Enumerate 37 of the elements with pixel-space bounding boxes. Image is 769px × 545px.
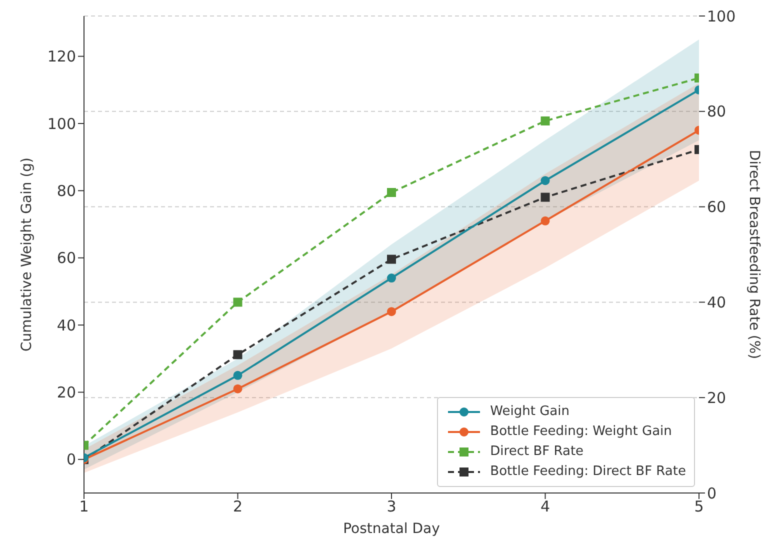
legend-label: Bottle Feeding: Weight Gain (490, 423, 672, 441)
point (387, 274, 396, 283)
x-tick-label: 1 (79, 498, 89, 516)
point (540, 116, 550, 126)
y-tick-label: 100 (47, 114, 76, 133)
legend-label: Bottle Feeding: Direct BF Rate (490, 463, 686, 481)
legend-label: Weight Gain (490, 403, 570, 421)
y2-tick-label: 60 (707, 198, 726, 216)
x-tick-label: 4 (540, 498, 550, 516)
y-tick-label: 0 (66, 450, 76, 469)
point (233, 370, 242, 380)
y2-axis-title: Direct Breastfeeding Rate (%) (746, 150, 762, 360)
y2-tick-label: 20 (707, 388, 726, 407)
point (387, 188, 396, 197)
y2-tick-label: 80 (707, 102, 726, 121)
y-tick-label: 60 (56, 249, 76, 268)
y-tick-label: 40 (56, 316, 76, 334)
y-tick-label: 20 (56, 384, 76, 402)
point (540, 192, 550, 202)
y-axis-title: Cumulative Weight Gain (g) (18, 157, 35, 352)
point (233, 298, 242, 307)
point (387, 254, 396, 264)
y2-tick-label: 0 (707, 484, 717, 502)
x-axis-title: Postnatal Day (343, 521, 440, 537)
point (387, 307, 396, 316)
point (233, 350, 242, 360)
y-tick-label: 120 (47, 48, 76, 66)
x-tick-label: 3 (386, 498, 396, 516)
x-tick-label: 5 (694, 498, 704, 516)
y2-tick-label: 100 (707, 7, 736, 26)
y-tick-label: 80 (56, 182, 76, 200)
legend-label: Direct BF Rate (490, 443, 584, 461)
x-tick-label: 2 (232, 498, 243, 516)
point (233, 384, 242, 394)
y2-tick-label: 40 (707, 294, 726, 312)
point (540, 176, 550, 186)
point (540, 216, 550, 226)
